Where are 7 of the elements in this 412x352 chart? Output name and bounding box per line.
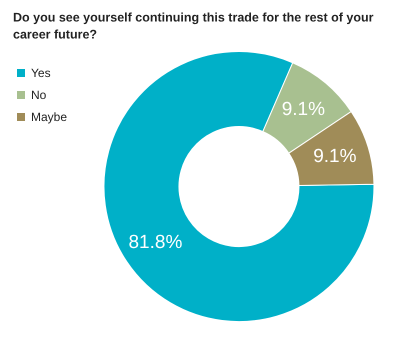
- chart-title: Do you see yourself continuing this trade for the rest of your career future?: [13, 10, 377, 42]
- data-label: 9.1%: [313, 146, 357, 168]
- data-label: 9.1%: [282, 98, 326, 120]
- legend-label: No: [31, 88, 47, 102]
- data-label: 81.8%: [128, 232, 182, 253]
- legend-label: Maybe: [31, 110, 68, 124]
- legend-label: Yes: [31, 66, 51, 80]
